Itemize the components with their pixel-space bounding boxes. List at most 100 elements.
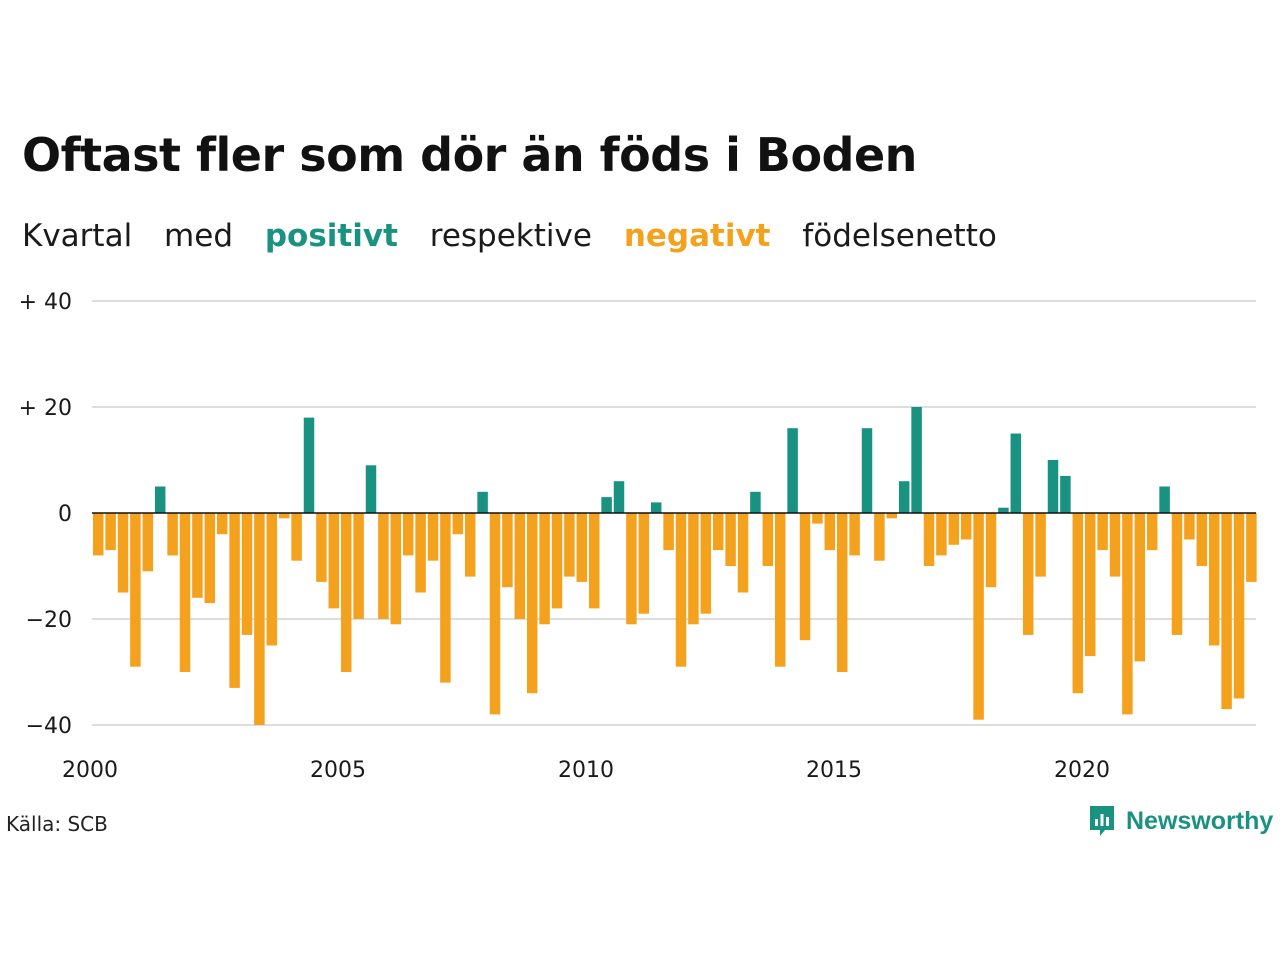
bar-negative [1246, 513, 1257, 582]
bar-negative [762, 513, 774, 566]
bar-negative [886, 513, 898, 519]
subtitle-word: respektive [429, 218, 592, 254]
bar-negative [514, 513, 526, 619]
bar-negative [725, 513, 736, 566]
bar-chart: + 40 + 20 0 −20 −40 2000 2005 2010 2015 2020 [19, 290, 1257, 783]
bar-negative [688, 513, 699, 625]
bar-negative [812, 513, 823, 524]
bar-negative [712, 513, 724, 551]
subtitle-word: födelsenetto [802, 218, 997, 254]
x-tick-label: 2000 [62, 758, 118, 783]
bar-negative [1196, 513, 1208, 566]
bar-negative [1221, 513, 1232, 710]
bar-negative [1146, 513, 1158, 551]
y-tick-label: + 40 [19, 290, 72, 315]
bar-negative [167, 513, 178, 556]
bar-negative [576, 513, 588, 582]
bar-negative [390, 513, 402, 625]
bar-negative [278, 513, 290, 519]
bar-negative [1109, 513, 1121, 577]
bar-negative [1084, 513, 1096, 657]
bar-negative [452, 513, 464, 535]
bar-negative [229, 513, 240, 688]
bar-negative [539, 513, 550, 625]
bar-negative [241, 513, 253, 635]
x-tick-label: 2015 [806, 758, 862, 783]
x-tick-label: 2010 [558, 758, 614, 783]
bar-positive [787, 428, 798, 513]
bar-positive [998, 507, 1009, 513]
bar-negative [316, 513, 327, 582]
subtitle-negative-label: negativt [623, 218, 771, 254]
bar-negative [266, 513, 278, 646]
bar-layer [92, 407, 1257, 725]
bar-negative [117, 513, 129, 593]
bar-negative [799, 513, 811, 641]
axis-layer: + 40 + 20 0 −20 −40 2000 2005 2010 2015 2020 [19, 290, 1256, 783]
bar-positive [898, 481, 910, 513]
bar-negative [1022, 513, 1034, 635]
bar-positive [1047, 460, 1059, 513]
subtitle-word: med [164, 218, 233, 254]
bar-negative [960, 513, 972, 540]
bar-negative [216, 513, 228, 535]
bar-negative [1122, 513, 1133, 715]
bar-negative [142, 513, 154, 572]
bar-negative [464, 513, 476, 577]
bar-positive [911, 407, 922, 513]
bar-negative [849, 513, 860, 556]
y-tick-label: −40 [26, 714, 72, 739]
bar-negative [774, 513, 786, 667]
bar-positive [1010, 433, 1022, 513]
subtitle-word: Kvartal [22, 218, 133, 254]
bar-positive [613, 481, 625, 513]
bar-negative [551, 513, 563, 609]
bar-negative [340, 513, 352, 672]
bar-positive [1159, 486, 1170, 513]
x-tick-label: 2005 [310, 758, 366, 783]
bar-negative [700, 513, 712, 614]
bar-positive [477, 491, 488, 513]
bar-negative [1171, 513, 1183, 635]
bar-negative [1184, 513, 1195, 540]
bar-positive [601, 497, 612, 513]
bar-negative [824, 513, 836, 551]
bar-negative [427, 513, 439, 561]
bar-negative [440, 513, 451, 683]
subtitle-positive-label: positivt [264, 218, 398, 254]
bar-negative [1208, 513, 1220, 646]
bar-negative [588, 513, 600, 609]
bar-negative [192, 513, 203, 598]
bar-negative [1233, 513, 1245, 699]
bar-positive [303, 417, 315, 513]
y-tick-label: −20 [26, 608, 72, 633]
bar-negative [663, 513, 674, 551]
bar-negative [836, 513, 848, 672]
bar-negative [874, 513, 885, 561]
bar-negative [105, 513, 116, 551]
bar-negative [1072, 513, 1084, 694]
y-tick-label: + 20 [19, 396, 72, 421]
bar-negative [675, 513, 687, 667]
bar-negative [402, 513, 414, 556]
chart-title: Oftast fler som dör än föds i Boden [22, 128, 917, 182]
newsworthy-logo-text: Newsworthy [1126, 806, 1274, 835]
source-note: Källa: SCB [6, 812, 108, 836]
bar-negative [526, 513, 538, 694]
newsworthy-logo-icon [1090, 806, 1114, 836]
bar-negative [948, 513, 960, 545]
bar-negative [502, 513, 513, 588]
bar-negative [923, 513, 935, 566]
bar-positive [154, 486, 166, 513]
bar-negative [378, 513, 389, 619]
bar-positive [1060, 475, 1071, 513]
bar-positive [750, 491, 761, 513]
bar-negative [328, 513, 340, 609]
bar-negative [973, 513, 984, 720]
bar-negative [254, 513, 265, 725]
bar-negative [130, 513, 141, 667]
bar-negative [638, 513, 650, 614]
x-tick-label: 2020 [1054, 758, 1110, 783]
bar-negative [1035, 513, 1046, 577]
bar-negative [415, 513, 426, 593]
